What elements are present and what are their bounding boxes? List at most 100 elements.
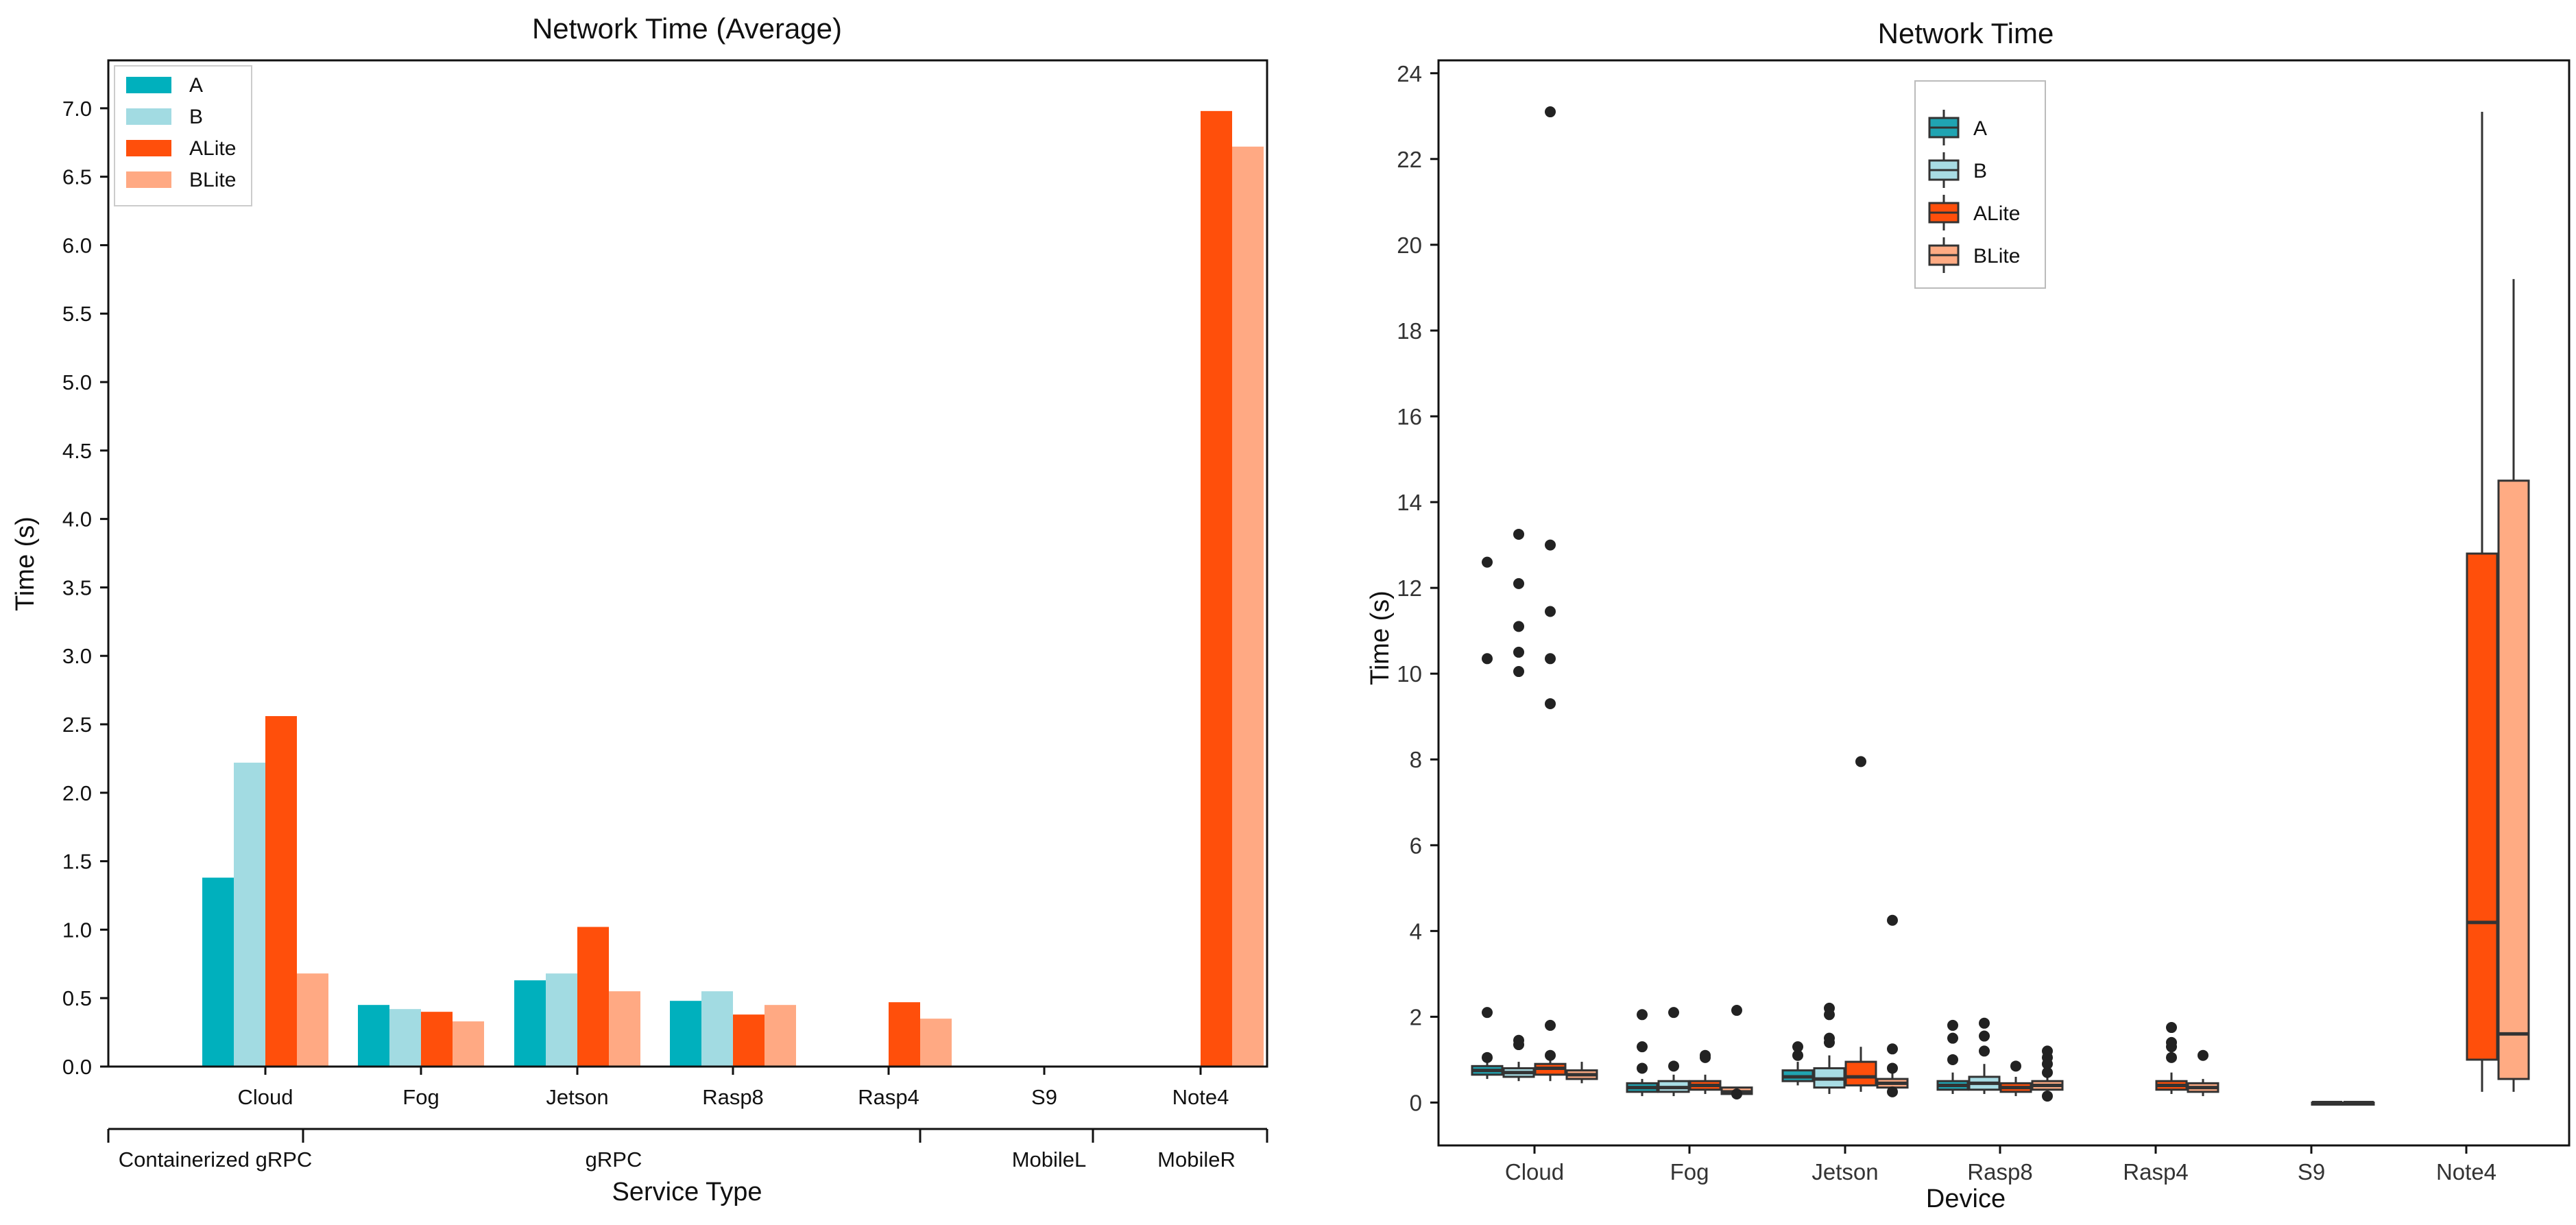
box-y-tick-label: 0 bbox=[1410, 1090, 1422, 1115]
box-x-axis: Cloud Fog Jetson Rasp8 Rasp4 S9 Note4 bbox=[1505, 1145, 2496, 1185]
bar-legend-swatch-b bbox=[126, 108, 171, 125]
box-x-tick-label-cloud: Cloud bbox=[1505, 1159, 1564, 1185]
box-a-rasp8-outlier bbox=[1947, 1032, 1958, 1044]
bar-y-tick-label: 2.0 bbox=[62, 781, 92, 805]
bar-y-tick-label: 4.5 bbox=[62, 439, 92, 463]
bar-b-jetson bbox=[546, 973, 577, 1067]
box-y-tick-label: 18 bbox=[1397, 318, 1422, 344]
box-alite-cloud-outlier bbox=[1545, 1049, 1556, 1061]
box-alite-cloud-outlier bbox=[1545, 539, 1556, 551]
box-b-rasp8-outlier bbox=[1979, 1045, 1990, 1057]
box-b-fog-outlier bbox=[1668, 1007, 1679, 1019]
bar-blite-rasp8 bbox=[765, 1005, 796, 1067]
box-b-jetson-outlier bbox=[1824, 1009, 1835, 1021]
box-blite-rasp8-outlier bbox=[2042, 1091, 2053, 1102]
bar-series-layer bbox=[202, 110, 1264, 1067]
box-x-tick-label-rasp8: Rasp8 bbox=[1967, 1159, 2032, 1185]
bar-y-tick-label: 1.5 bbox=[62, 850, 92, 874]
box-y-tick-label: 14 bbox=[1397, 490, 1422, 515]
box-b-jetson-outlier bbox=[1824, 1036, 1835, 1048]
bar-legend-label-a: A bbox=[189, 74, 203, 97]
box-a-rasp8-outlier bbox=[1947, 1019, 1958, 1031]
box-blite-fog-outlier bbox=[1731, 1005, 1742, 1016]
box-alite-rasp4-outlier bbox=[2166, 1022, 2177, 1034]
box-y-tick-label: 2 bbox=[1410, 1004, 1422, 1030]
bar-b-rasp8 bbox=[701, 991, 733, 1067]
bar-blite-note4 bbox=[1232, 146, 1264, 1067]
box-y-tick-label: 8 bbox=[1410, 747, 1422, 772]
bar-legend-label-alite: ALite bbox=[189, 137, 236, 160]
box-a-cloud-outlier bbox=[1482, 556, 1493, 568]
box-b-cloud-outlier bbox=[1513, 646, 1524, 658]
box-legend: AB ALite BLite bbox=[1914, 80, 2046, 289]
bar-y-tick-label: 3.5 bbox=[62, 575, 92, 599]
box-x-tick-label-note4: Note4 bbox=[2436, 1159, 2496, 1185]
bar-blite-fog bbox=[453, 1021, 484, 1067]
box-y-tick-label: 10 bbox=[1397, 661, 1422, 687]
box-x-axis-label: Device bbox=[1926, 1185, 2006, 1213]
box-b-cloud-outlier bbox=[1513, 528, 1524, 540]
box-legend-label-blite: BLite bbox=[1973, 245, 2020, 267]
box-chart-title: Network Time bbox=[1878, 17, 2054, 49]
bar-y-tick-label: 0.5 bbox=[62, 986, 92, 1010]
bar-alite-jetson bbox=[577, 927, 609, 1067]
bar-legend-swatch-blite bbox=[126, 171, 171, 188]
box-blite-rasp4-outlier bbox=[2198, 1049, 2208, 1061]
box-y-axis-label: Time (s) bbox=[1366, 591, 1395, 685]
box-x-tick-label-fog: Fog bbox=[1670, 1159, 1709, 1185]
bar-y-tick-label: 6.0 bbox=[62, 233, 92, 257]
box-b-cloud-outlier bbox=[1513, 1039, 1524, 1051]
group-label-containerized-grpc: Containerized gRPC bbox=[119, 1147, 313, 1172]
box-a-rasp8-outlier bbox=[1947, 1054, 1958, 1065]
box-y-tick-label: 22 bbox=[1397, 147, 1422, 172]
box-legend-label-a: A bbox=[1973, 117, 1987, 140]
box-alite-cloud-outlier bbox=[1545, 1019, 1556, 1031]
bar-x-tick-label-rasp4: Rasp4 bbox=[858, 1085, 919, 1109]
bar-x-tick-label-rasp8: Rasp8 bbox=[702, 1085, 764, 1109]
box-b-cloud-outlier bbox=[1513, 666, 1524, 678]
box-y-tick-label: 4 bbox=[1410, 918, 1422, 944]
bar-y-tick-label: 5.5 bbox=[62, 302, 92, 326]
bar-y-tick-label: 5.0 bbox=[62, 370, 92, 394]
bar-legend-swatch-alite bbox=[126, 140, 171, 156]
box-chart-axes-frame bbox=[1437, 59, 2571, 1147]
bar-alite-rasp8 bbox=[733, 1014, 765, 1067]
box-alite-rasp4-outlier bbox=[2166, 1051, 2177, 1063]
bar-a-jetson bbox=[514, 980, 546, 1067]
box-y-tick-label: 20 bbox=[1397, 233, 1422, 258]
bar-y-tick-label: 4.0 bbox=[62, 508, 92, 532]
box-a-fog-outlier bbox=[1637, 1041, 1648, 1053]
bar-y-tick-label: 1.0 bbox=[62, 918, 92, 942]
box-alite-jetson bbox=[1844, 1060, 1877, 1086]
bar-x-tick-label-fog: Fog bbox=[402, 1085, 439, 1109]
box-y-tick-label: 12 bbox=[1397, 575, 1422, 601]
box-alite-note4 bbox=[2466, 552, 2499, 1061]
bar-x-axis: Cloud Fog Jetson Rasp8 Rasp4 S9 Note4 bbox=[238, 1067, 1229, 1109]
box-a-cloud-outlier bbox=[1482, 1051, 1493, 1063]
bar-a-cloud bbox=[202, 877, 234, 1067]
box-a-jetson-outlier bbox=[1792, 1041, 1803, 1053]
bar-a-rasp8 bbox=[670, 1001, 701, 1067]
box-alite-jetson-outlier bbox=[1855, 756, 1866, 768]
bar-legend-swatch-a bbox=[126, 77, 171, 93]
box-a-cloud-outlier bbox=[1482, 1007, 1493, 1019]
group-labels: Containerized gRPC gRPC MobileL MobileR bbox=[107, 1129, 1268, 1172]
group-label-mobiler: MobileR bbox=[1157, 1147, 1236, 1172]
bar-blite-cloud bbox=[297, 973, 328, 1067]
bar-y-tick-label: 7.0 bbox=[62, 97, 92, 121]
bar-b-cloud bbox=[234, 762, 265, 1067]
bar-blite-jetson bbox=[609, 991, 640, 1067]
box-a-jetson-outlier bbox=[1792, 1049, 1803, 1061]
group-label-grpc: gRPC bbox=[586, 1147, 642, 1172]
box-y-tick-label: 6 bbox=[1410, 833, 1422, 858]
box-alite-cloud-outlier bbox=[1545, 653, 1556, 665]
box-blite-fog-outlier bbox=[1731, 1088, 1742, 1099]
bar-chart-title: Network Time (Average) bbox=[532, 12, 842, 45]
box-b-fog-outlier bbox=[1668, 1060, 1679, 1072]
box-blite-jetson-outlier bbox=[1887, 1062, 1898, 1074]
box-legend-label-b: B bbox=[1973, 160, 1987, 182]
bar-y-tick-label: 3.0 bbox=[62, 644, 92, 668]
box-b-rasp8-outlier bbox=[1979, 1030, 1990, 1042]
